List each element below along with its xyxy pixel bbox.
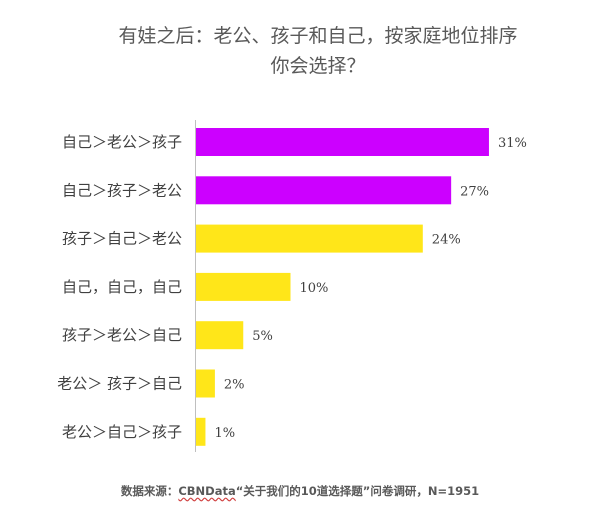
source-description: “关于我们的10道选择题”问卷调研，N=1951	[235, 484, 480, 498]
bar-5	[196, 321, 244, 350]
value-label-3: 24%	[432, 233, 461, 248]
category-label-2: 自己＞孩子＞老公	[62, 181, 182, 199]
category-label-4: 自己，自己，自己	[62, 278, 182, 296]
bar-2	[196, 176, 452, 205]
category-label-6: 老公＞ 孩子＞自己	[57, 375, 182, 393]
bar-7	[196, 417, 206, 446]
chart-title-line-2: 你会选择？	[270, 55, 366, 77]
value-label-5: 5%	[252, 329, 273, 344]
source-brand: CBNData	[178, 484, 236, 498]
value-label-6: 2%	[224, 378, 245, 393]
value-label-1: 31%	[498, 136, 527, 151]
category-label-3: 孩子＞自己＞老公	[62, 230, 182, 248]
value-label-7: 1%	[214, 426, 235, 441]
value-label-2: 27%	[460, 184, 489, 199]
source-note: 数据来源：CBNData“关于我们的10道选择题”问卷调研，N=1951	[0, 483, 600, 499]
category-label-5: 孩子＞老公＞自己	[62, 326, 182, 344]
chart-title-line-1: 有娃之后：老公、孩子和自己，按家庭地位排序	[118, 25, 518, 47]
bar-1	[196, 128, 489, 156]
bar-4	[196, 272, 291, 301]
category-label-1: 自己＞老公＞孩子	[62, 133, 182, 151]
bar-3	[196, 224, 423, 253]
category-label-7: 老公＞自己＞孩子	[62, 423, 182, 441]
source-prefix: 数据来源：	[120, 484, 179, 498]
value-label-4: 10%	[300, 281, 329, 296]
bar-6	[196, 369, 215, 398]
